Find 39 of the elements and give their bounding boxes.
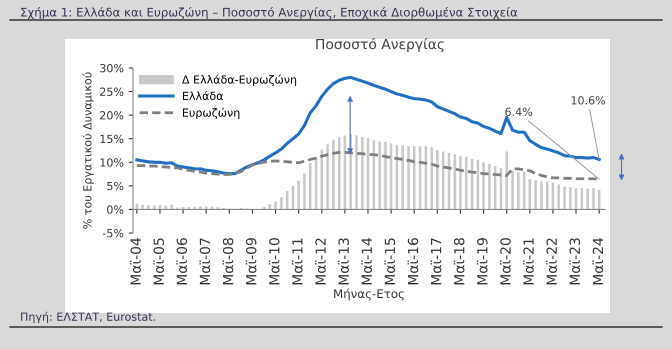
x-tick-label: Μαϊ-14	[361, 238, 372, 284]
x-tick-label: Μαϊ-12	[315, 238, 326, 284]
x-tick-label: Μαϊ-24	[592, 238, 604, 284]
x-axis-title: Μήνας-Ετος	[334, 288, 404, 300]
text: Πηγή: ΕΛΣΤΑΤ, Eurostat.	[21, 312, 155, 323]
legend-label: Δ Ελλάδα-Ευρωζώνη	[182, 74, 296, 86]
y-tick-label: 10%	[100, 158, 124, 167]
x-tick-label: Μαϊ-16	[408, 238, 418, 284]
x-tick-label: Μαϊ-21	[523, 238, 534, 284]
y-tick-label: 15%	[100, 134, 124, 144]
y-tick-label: 20%	[100, 111, 124, 120]
chart-subtitle: Ποσοστό Ανεργίας	[316, 38, 444, 52]
x-tick-label: Μαϊ-19	[476, 238, 488, 284]
x-tick-label: Μαϊ-10	[268, 238, 280, 284]
y-tick-label: 25%	[100, 88, 124, 96]
x-tick-label: Μαϊ-04	[130, 238, 141, 284]
x-tick-label: Μαϊ-18	[454, 238, 464, 284]
x-tick-label: Μαϊ-17	[430, 238, 442, 284]
annotation: 6.4%	[505, 108, 532, 116]
legend-label: Ευρωζώνη	[182, 108, 240, 119]
annotation: 10.6%	[572, 96, 606, 105]
x-tick-label: Μαϊ-09	[246, 238, 256, 284]
y-axis-title: % του Εργατικού Δυναμικού	[82, 72, 94, 229]
y-tick-label: 5%	[107, 182, 124, 190]
y-tick-label: 0%	[107, 205, 124, 214]
x-tick-label: Μαϊ-15	[384, 238, 396, 284]
x-tick-label: Μαϊ-06	[176, 238, 188, 284]
x-tick-label: Μαϊ-07	[199, 238, 210, 284]
x-tick-label: Μαϊ-05	[153, 238, 164, 284]
chart-title: Σχήμα 1: Ελλάδα και Ευρωζώνη – Ποσοστό Ανεργίας, Εποχικά Διορθωμένα Στοιχεία	[21, 7, 518, 19]
x-tick-label: Μαϊ-11	[292, 238, 303, 284]
x-tick-label: Μαϊ-13	[338, 238, 349, 284]
x-tick-label: Μαϊ-20	[500, 238, 511, 284]
x-tick-label: Μαϊ-08	[222, 238, 234, 284]
y-tick-label: 30%	[100, 64, 124, 72]
x-tick-label: Μαϊ-23	[569, 238, 580, 284]
x-tick-label: Μαϊ-22	[546, 238, 557, 284]
y-tick-label: -5%	[102, 228, 124, 238]
legend-label: Ελλάδα	[182, 91, 223, 100]
